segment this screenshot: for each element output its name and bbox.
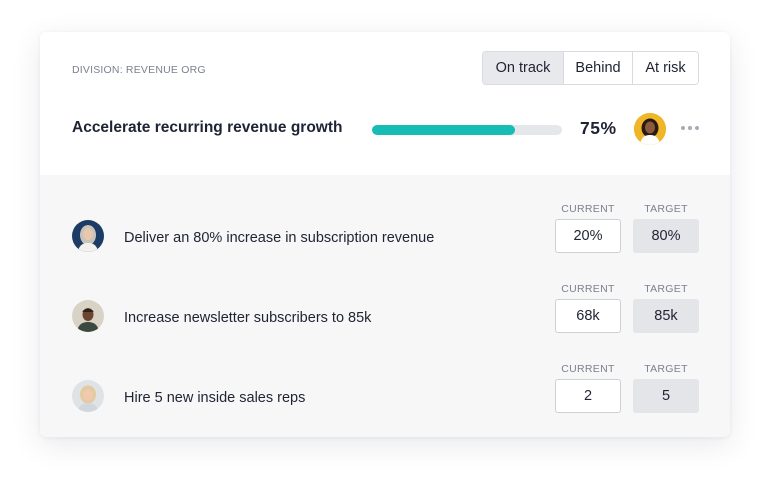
person-avatar-icon [72, 220, 104, 252]
person-avatar-icon [72, 380, 104, 412]
target-column-label: TARGET [644, 283, 688, 295]
key-result-row: Hire 5 new inside sales reps CURRENT TAR… [40, 335, 730, 415]
current-column-label: CURRENT [561, 363, 615, 375]
target-column-label: TARGET [644, 363, 688, 375]
key-result-row: Increase newsletter subscribers to 85k C… [40, 255, 730, 335]
status-at-risk-button[interactable]: At risk [633, 52, 698, 84]
owner-avatar[interactable] [634, 113, 666, 145]
key-results-list: Deliver an 80% increase in subscription … [40, 175, 730, 437]
status-on-track-button[interactable]: On track [483, 52, 564, 84]
current-column-label: CURRENT [561, 283, 615, 295]
status-behind-button[interactable]: Behind [564, 52, 633, 84]
goal-title: Accelerate recurring revenue growth [72, 119, 343, 136]
goal-header: DIVISION: REVENUE ORG On track Behind At… [40, 32, 730, 175]
target-value: 85k [633, 299, 699, 333]
current-value-input[interactable]: 20% [555, 219, 621, 253]
key-result-row: Deliver an 80% increase in subscription … [40, 175, 730, 255]
goal-progress-percent: 75% [580, 118, 617, 138]
person-avatar-icon [72, 300, 104, 332]
key-result-text: Deliver an 80% increase in subscription … [124, 230, 435, 246]
current-column-label: CURRENT [561, 203, 615, 215]
person-avatar-icon [634, 113, 666, 145]
current-value-input[interactable]: 2 [555, 379, 621, 413]
goal-progress-fill [372, 125, 515, 135]
key-result-text: Increase newsletter subscribers to 85k [124, 310, 372, 326]
current-value-input[interactable]: 68k [555, 299, 621, 333]
goal-card: DIVISION: REVENUE ORG On track Behind At… [40, 32, 730, 437]
target-value: 80% [633, 219, 699, 253]
division-label: DIVISION: REVENUE ORG [72, 64, 206, 76]
target-column-label: TARGET [644, 203, 688, 215]
more-options-icon[interactable] [681, 118, 699, 138]
goal-progress-bar [372, 125, 562, 135]
target-value: 5 [633, 379, 699, 413]
status-segmented-control: On track Behind At risk [482, 51, 699, 85]
key-result-text: Hire 5 new inside sales reps [124, 390, 306, 406]
